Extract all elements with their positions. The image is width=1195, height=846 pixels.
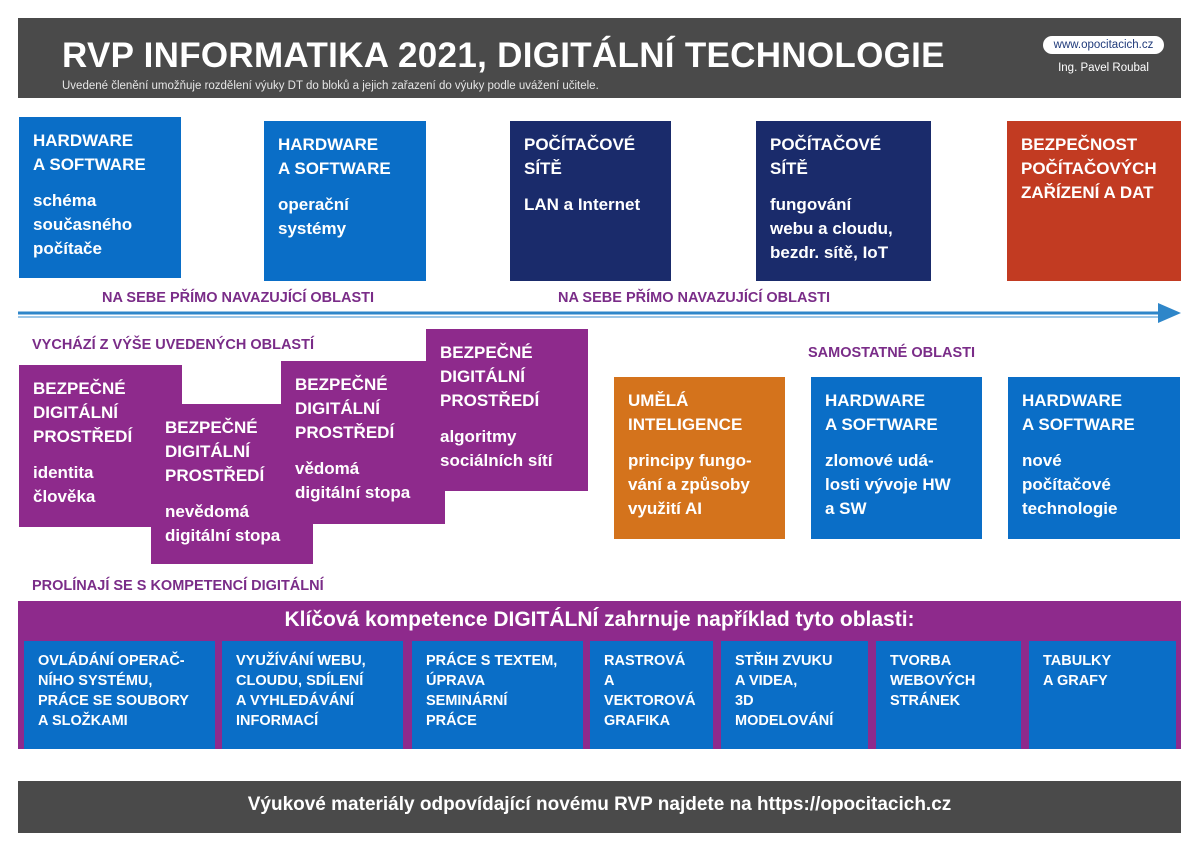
- block-subtext: principy fungo- vání a způsoby využití A…: [628, 451, 752, 518]
- block-heading: POČÍTAČOVÉ SÍTĚ: [770, 135, 882, 178]
- sequence-arrow: [18, 303, 1181, 323]
- block-heading: HARDWARE A SOFTWARE: [278, 135, 391, 178]
- block-subtext: zlomové udá- losti vývoje HW a SW: [825, 451, 951, 518]
- block-subtext: algoritmy sociálních sítí: [440, 427, 553, 470]
- competence-item-os: OVLÁDÁNÍ OPERAČ- NÍHO SYSTÉMU, PRÁCE SE …: [24, 641, 215, 749]
- block-subtext: nové počítačové technologie: [1022, 451, 1118, 518]
- block-subtext: LAN a Internet: [524, 195, 641, 214]
- header-banner: [18, 18, 1181, 98]
- block-security: BEZPEČNOST POČÍTAČOVÝCH ZAŘÍZENÍ A DAT: [1007, 121, 1181, 281]
- block-subtext: nevědomá digitální stopa: [165, 502, 281, 545]
- label-overlap-areas: PROLÍNAJÍ SE S KOMPETENCÍ DIGITÁLNÍ: [32, 578, 324, 594]
- block-heading: UMĚLÁ INTELIGENCE: [628, 391, 743, 434]
- author-name: Ing. Pavel Roubal: [1058, 62, 1149, 74]
- competence-item-webpages: TVORBA WEBOVÝCH STRÁNEK: [876, 641, 1021, 749]
- competence-item-text: PRÁCE S TEXTEM, ÚPRAVA SEMINÁRNÍ PRÁCE: [412, 641, 583, 749]
- page-subtitle: Uvedené členění umožňuje rozdělení výuky…: [62, 80, 599, 92]
- block-subtext: operační systémy: [278, 195, 349, 238]
- website-badge[interactable]: www.opocitacich.cz: [1043, 36, 1164, 54]
- block-heading: BEZPEČNOST POČÍTAČOVÝCH ZAŘÍZENÍ A DAT: [1021, 135, 1157, 202]
- block-safe-social-algorithms: BEZPEČNÉ DIGITÁLNÍ PROSTŘEDÍ algoritmy s…: [426, 329, 588, 491]
- block-subtext: identita člověka: [33, 463, 96, 506]
- label-derived-areas: VYCHÁZÍ Z VÝŠE UVEDENÝCH OBLASTÍ: [32, 337, 314, 353]
- block-safe-unconscious-footprint: BEZPEČNÉ DIGITÁLNÍ PROSTŘEDÍ nevědomá di…: [151, 404, 313, 564]
- page-title: RVP INFORMATIKA 2021, DIGITÁLNÍ TECHNOLO…: [62, 36, 945, 75]
- competence-title: Klíčová kompetence DIGITÁLNÍ zahrnuje na…: [284, 608, 915, 631]
- block-heading: POČÍTAČOVÉ SÍTĚ: [524, 135, 636, 178]
- block-subtext: schéma současného počítače: [33, 191, 133, 258]
- block-heading: HARDWARE A SOFTWARE: [825, 391, 938, 434]
- block-heading: BEZPEČNÉ DIGITÁLNÍ PROSTŘEDÍ: [440, 343, 540, 410]
- block-heading: BEZPEČNÉ DIGITÁLNÍ PROSTŘEDÍ: [295, 375, 395, 442]
- footer-banner: [18, 781, 1181, 833]
- block-subtext: fungování webu a cloudu, bezdr. sítě, Io…: [770, 195, 893, 262]
- block-networks-lan: POČÍTAČOVÉ SÍTĚ LAN a Internet: [510, 121, 671, 281]
- block-heading: HARDWARE A SOFTWARE: [1022, 391, 1135, 434]
- block-subtext: vědomá digitální stopa: [295, 459, 411, 502]
- competence-item-web: VYUŽÍVÁNÍ WEBU, CLOUDU, SDÍLENÍ A VYHLED…: [222, 641, 403, 749]
- competence-item-media: STŘIH ZVUKU A VIDEA, 3D MODELOVÁNÍ: [721, 641, 868, 749]
- arrow-label-right: NA SEBE PŘÍMO NAVAZUJÍCÍ OBLASTI: [558, 290, 831, 306]
- block-heading: HARDWARE A SOFTWARE: [33, 131, 146, 174]
- block-hw-sw-new-tech: HARDWARE A SOFTWARE nové počítačové tech…: [1008, 377, 1180, 539]
- block-ai: UMĚLÁ INTELIGENCE principy fungo- vání a…: [614, 377, 785, 539]
- competence-item-graphics: RASTROVÁ A VEKTOROVÁ GRAFIKA: [590, 641, 713, 749]
- label-independent-areas: SAMOSTATNÉ OBLASTI: [808, 345, 976, 361]
- footer-text: Výukové materiály odpovídající novému RV…: [247, 794, 952, 815]
- block-networks-web: POČÍTAČOVÉ SÍTĚ fungování webu a cloudu,…: [756, 121, 931, 281]
- block-heading: BEZPEČNÉ DIGITÁLNÍ PROSTŘEDÍ: [165, 418, 265, 485]
- arrow-label-left: NA SEBE PŘÍMO NAVAZUJÍCÍ OBLASTI: [102, 290, 375, 306]
- block-safe-conscious-footprint: BEZPEČNÉ DIGITÁLNÍ PROSTŘEDÍ vědomá digi…: [281, 361, 445, 524]
- block-hw-sw-schema: HARDWARE A SOFTWARE schéma současného po…: [19, 117, 181, 278]
- competence-item-spreadsheets: TABULKY A GRAFY: [1029, 641, 1176, 749]
- block-hw-sw-milestones: HARDWARE A SOFTWARE zlomové udá- losti v…: [811, 377, 982, 539]
- block-hw-sw-os: HARDWARE A SOFTWARE operační systémy: [264, 121, 426, 281]
- block-heading: BEZPEČNÉ DIGITÁLNÍ PROSTŘEDÍ: [33, 379, 133, 446]
